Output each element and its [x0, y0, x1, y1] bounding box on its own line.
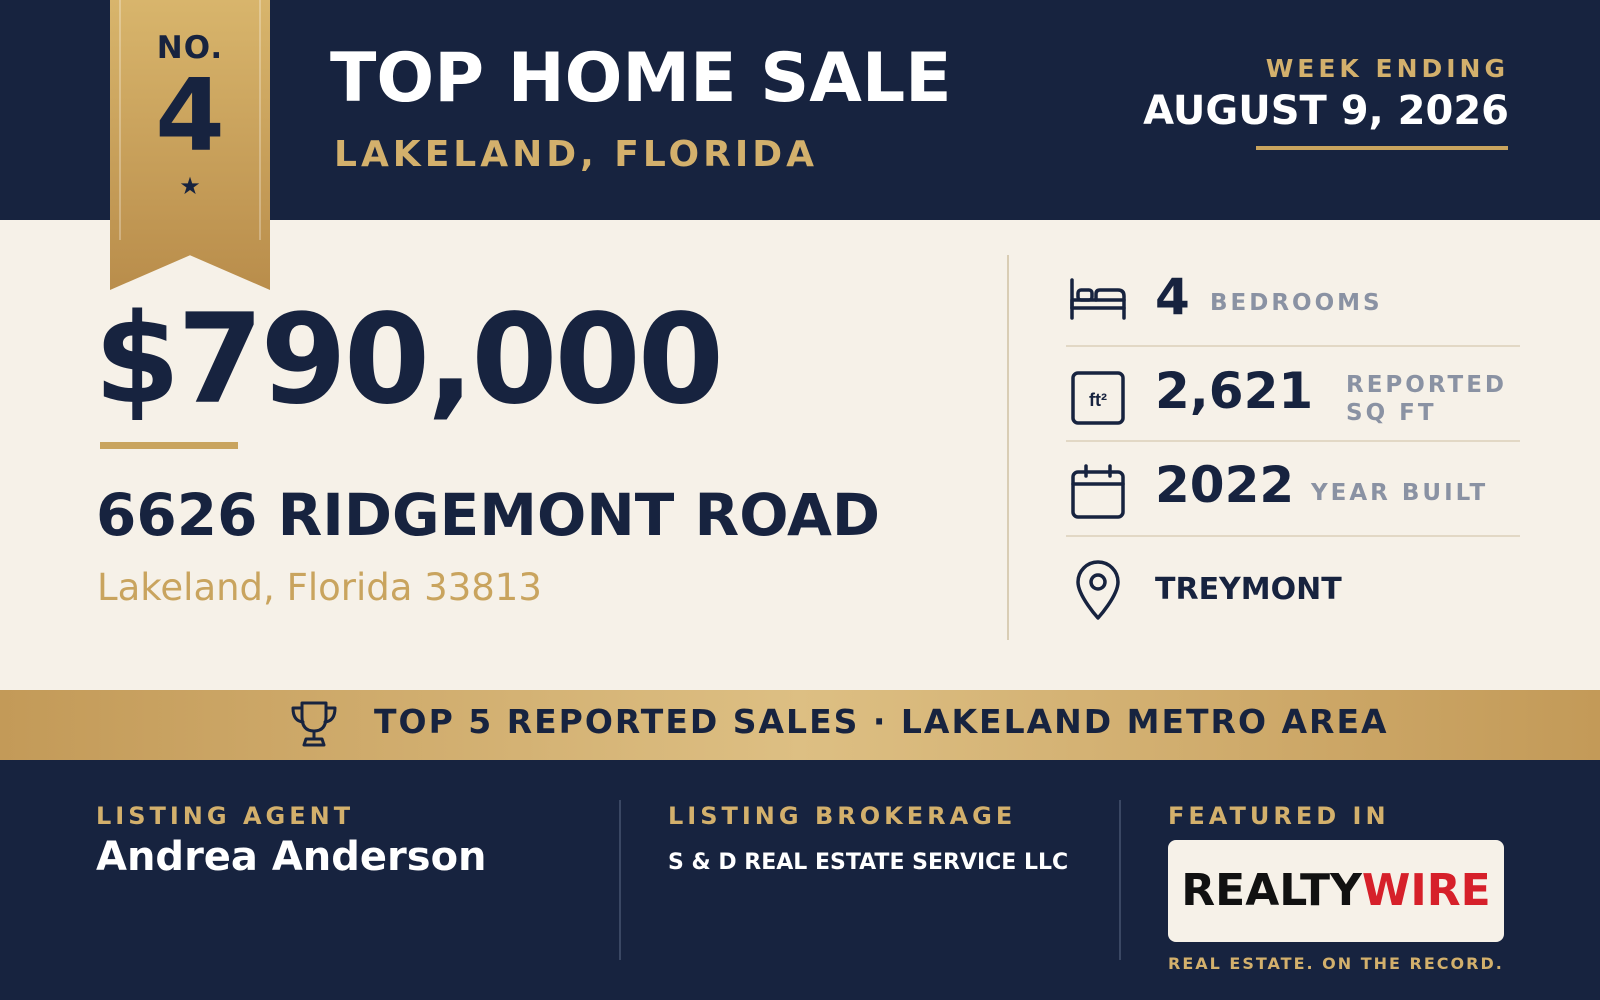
- footer-divider: [619, 800, 621, 960]
- page-subtitle: LAKELAND, FLORIDA: [334, 134, 819, 175]
- stat-divider: [1066, 345, 1520, 347]
- logo-part-wire: WIRE: [1361, 865, 1491, 916]
- rank-prefix: NO.: [156, 30, 224, 66]
- sqft-icon: ft²: [1071, 371, 1125, 425]
- location-pin-icon: [1076, 560, 1120, 620]
- trophy-icon: [291, 701, 337, 747]
- stat-divider: [1066, 440, 1520, 442]
- footer-divider: [1119, 800, 1121, 960]
- week-underline: [1256, 146, 1508, 150]
- vertical-divider: [1007, 255, 1009, 640]
- year-built-value: 2022: [1155, 456, 1295, 514]
- street-address: 6626 RIDGEMONT ROAD: [96, 481, 880, 549]
- star-icon: ★: [179, 172, 201, 200]
- bedrooms-label: BEDROOMS: [1210, 290, 1383, 316]
- top-sales-banner: [0, 690, 1600, 760]
- rank-ribbon: NO. 4 ★: [110, 0, 270, 290]
- week-ending-date: AUGUST 9, 2026: [1143, 88, 1509, 134]
- neighborhood-value: TREYMONT: [1155, 572, 1342, 607]
- bed-icon: [1070, 278, 1126, 320]
- sqft-label-line1: REPORTED: [1346, 372, 1508, 398]
- city-state-zip: Lakeland, Florida 33813: [97, 566, 542, 609]
- listing-agent-name: Andrea Anderson: [96, 834, 487, 880]
- sqft-value: 2,621: [1155, 362, 1314, 420]
- calendar-icon: [1071, 464, 1125, 519]
- sale-price: $790,000: [94, 288, 724, 432]
- sqft-label-line2: SQ FT: [1346, 400, 1437, 426]
- listing-brokerage-label: LISTING BROKERAGE: [668, 802, 1017, 830]
- listing-agent-label: LISTING AGENT: [96, 802, 355, 830]
- logo-tagline: REAL ESTATE. ON THE RECORD.: [1168, 954, 1504, 973]
- listing-brokerage-name: S & D REAL ESTATE SERVICE LLC: [668, 850, 1069, 875]
- stat-divider: [1066, 535, 1520, 537]
- top-sales-banner-text: TOP 5 REPORTED SALES · LAKELAND METRO AR…: [374, 702, 1389, 741]
- rank-number: 4: [155, 57, 225, 174]
- featured-in-label: FEATURED IN: [1168, 802, 1390, 830]
- year-built-label: YEAR BUILT: [1311, 480, 1489, 506]
- bedrooms-value: 4: [1155, 268, 1190, 326]
- page-title: TOP HOME SALE: [330, 39, 952, 118]
- week-ending-label: WEEK ENDING: [1265, 54, 1509, 83]
- realtywire-logo: REALTYWIRE: [1168, 840, 1504, 942]
- logo-part-realty: REALTY: [1181, 865, 1362, 916]
- svg-text:ft²: ft²: [1089, 390, 1107, 410]
- price-underline: [100, 442, 238, 449]
